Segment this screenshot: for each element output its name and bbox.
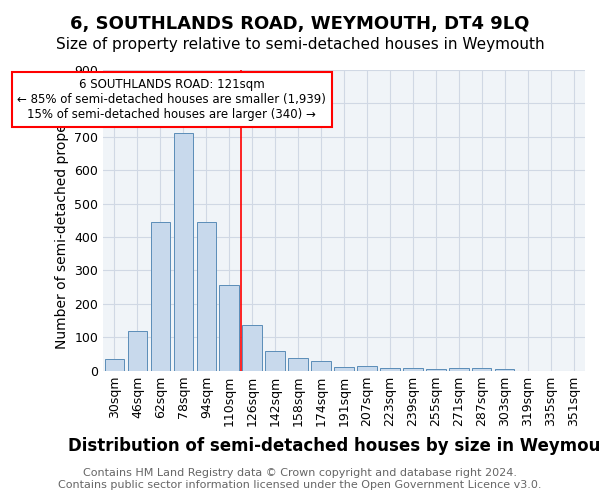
Text: Size of property relative to semi-detached houses in Weymouth: Size of property relative to semi-detach… [56,38,544,52]
Bar [472,368,491,370]
Bar [334,367,354,370]
Text: 6, SOUTHLANDS ROAD, WEYMOUTH, DT4 9LQ: 6, SOUTHLANDS ROAD, WEYMOUTH, DT4 9LQ [70,15,530,33]
Bar [380,368,400,370]
X-axis label: Distribution of semi-detached houses by size in Weymouth: Distribution of semi-detached houses by … [68,437,600,455]
Bar [311,360,331,370]
Y-axis label: Number of semi-detached properties: Number of semi-detached properties [55,92,68,348]
Bar [357,366,377,370]
Text: 6 SOUTHLANDS ROAD: 121sqm
← 85% of semi-detached houses are smaller (1,939)
15% : 6 SOUTHLANDS ROAD: 121sqm ← 85% of semi-… [17,78,326,122]
Bar [151,222,170,370]
Text: Contains HM Land Registry data © Crown copyright and database right 2024.
Contai: Contains HM Land Registry data © Crown c… [58,468,542,490]
Bar [173,134,193,370]
Bar [197,222,216,370]
Bar [289,358,308,370]
Bar [220,286,239,370]
Bar [403,368,422,370]
Bar [128,331,147,370]
Bar [242,326,262,370]
Bar [449,368,469,370]
Bar [426,368,446,370]
Bar [105,359,124,370]
Bar [265,352,285,370]
Bar [495,369,514,370]
